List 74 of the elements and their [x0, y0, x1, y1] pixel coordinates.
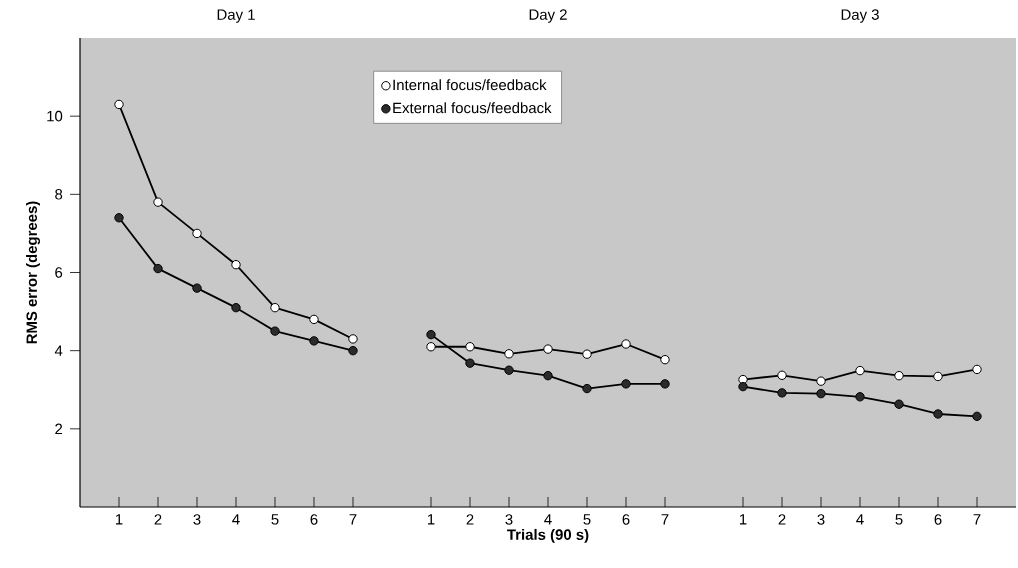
point	[621, 339, 631, 349]
legend-label: External focus/feedback	[393, 102, 552, 114]
y-tick-label: 2	[55, 423, 63, 435]
x-tick-label: 4	[232, 514, 240, 525]
x-tick-label: 7	[349, 514, 357, 525]
point	[465, 358, 475, 368]
point	[543, 344, 553, 354]
x-tick-label: 6	[934, 514, 942, 525]
point	[309, 314, 319, 325]
chart-title: Day 1	[217, 9, 255, 23]
point	[738, 381, 748, 392]
point	[504, 365, 514, 375]
point	[504, 349, 514, 359]
x-tick-label: 4	[544, 514, 552, 525]
point	[933, 409, 943, 419]
point	[465, 342, 475, 352]
x-tick-label: 1	[739, 514, 747, 525]
point	[192, 283, 202, 293]
x-tick-label: 2	[466, 514, 474, 525]
point	[816, 376, 826, 386]
point	[231, 259, 241, 270]
x-tick-label: 5	[583, 514, 591, 525]
point	[114, 213, 124, 223]
point	[582, 383, 592, 394]
y-tick-label: 8	[55, 189, 63, 200]
point	[309, 336, 319, 346]
point	[582, 349, 592, 359]
point	[114, 99, 124, 110]
point	[660, 354, 670, 365]
x-tick-label: 1	[427, 514, 435, 525]
point	[972, 364, 982, 375]
x-tick-label: 7	[973, 514, 981, 525]
chart-title: Day 2	[529, 9, 567, 23]
point	[933, 371, 943, 382]
point	[894, 370, 904, 381]
y-tick-label: 10	[47, 110, 63, 122]
x-axis-title: Trials (90 s)	[507, 528, 589, 543]
point	[231, 302, 241, 313]
point	[426, 342, 436, 352]
point	[543, 370, 553, 381]
point	[816, 388, 826, 399]
y-tick-label: 4	[54, 345, 63, 356]
x-tick-label: 1	[115, 514, 123, 525]
point	[621, 379, 631, 389]
point	[972, 411, 982, 422]
x-tick-label: 3	[193, 514, 201, 525]
point	[270, 326, 280, 336]
x-tick-label: 2	[154, 514, 162, 525]
x-tick-label: 5	[895, 514, 903, 525]
point	[660, 379, 670, 389]
x-tick-label: 3	[817, 514, 825, 525]
x-tick-label: 6	[622, 514, 630, 525]
point	[348, 334, 358, 344]
point	[192, 228, 202, 239]
point	[153, 197, 163, 207]
legend-label: Internal focus/feedback	[393, 79, 547, 91]
x-tick-label: 3	[505, 514, 513, 525]
y-tick-label: 6	[55, 267, 63, 278]
x-tick-label: 7	[661, 514, 669, 525]
point	[426, 329, 436, 340]
point	[855, 365, 865, 376]
x-tick-label: 4	[856, 514, 864, 525]
chart-title: Day 3	[841, 9, 879, 23]
point	[855, 392, 865, 402]
point	[153, 263, 163, 274]
point	[777, 388, 787, 398]
x-tick-label: 2	[778, 514, 786, 525]
y-axis-title: RMS error (degrees)	[26, 201, 41, 344]
x-tick-label: 5	[271, 514, 279, 525]
point	[270, 302, 280, 313]
point	[777, 370, 787, 380]
point	[894, 399, 904, 409]
x-tick-label: 6	[310, 514, 318, 525]
point	[348, 345, 358, 356]
